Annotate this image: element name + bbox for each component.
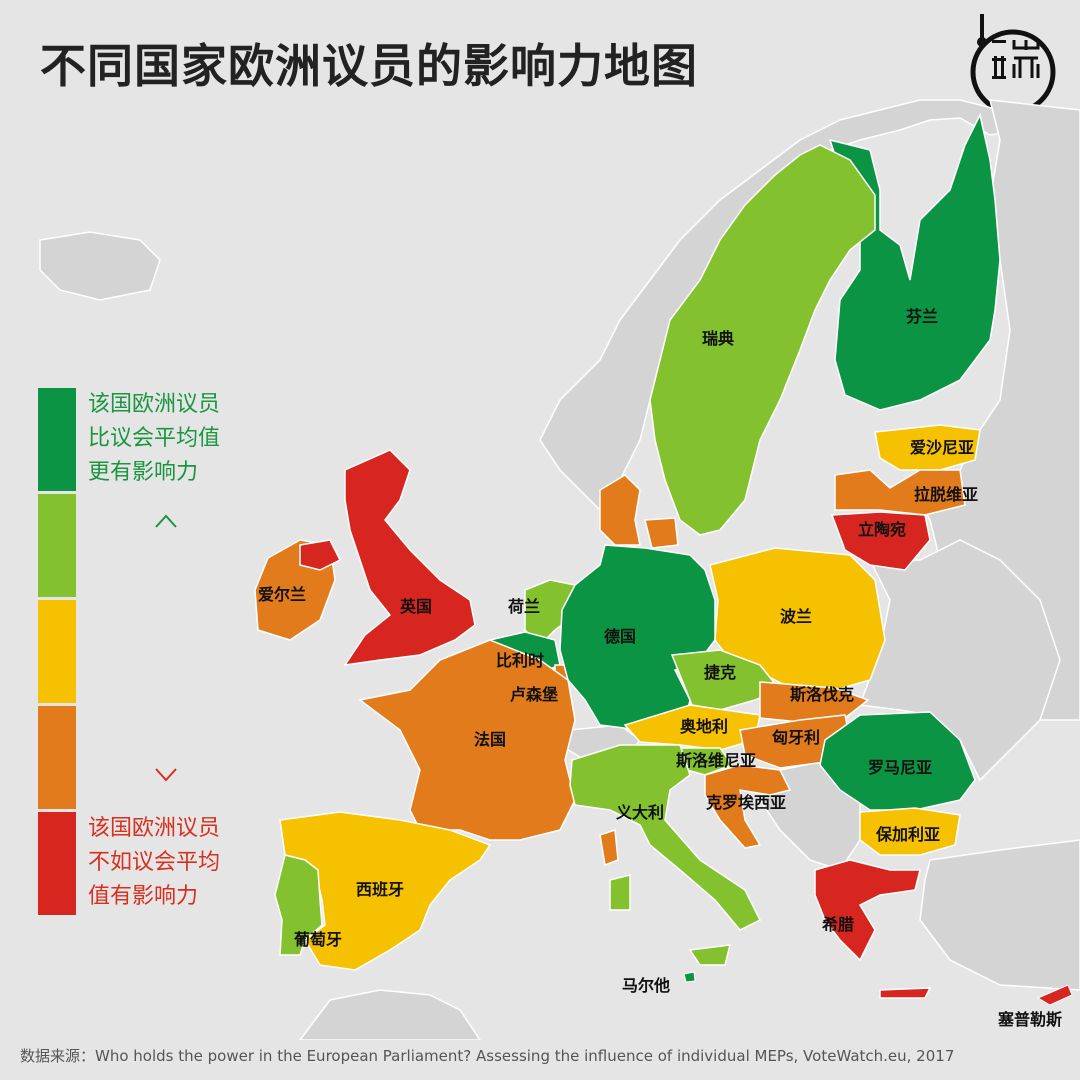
label-malta: 马尔他 [622,976,670,995]
label-netherlands: 荷兰 [508,597,540,616]
bulgaria-shape[interactable] [859,807,961,856]
finland-shape[interactable] [828,112,1001,411]
croatia-shape[interactable] [704,764,792,849]
denmark-shape[interactable] [599,474,679,549]
label-slovenia: 斯洛维尼亚 [676,751,756,770]
label-greece: 希腊 [822,915,854,934]
label-hungary: 匈牙利 [771,728,820,747]
duan-media-logo [970,14,1056,112]
uk-shape[interactable] [299,449,476,666]
legend-more-influential-text: 该国欧洲议员 比议会平均值 更有影响力 [88,392,221,485]
label-italy: 义大利 [616,803,664,822]
eu-countries [254,112,1073,1006]
legend-swatch-2 [38,494,76,597]
label-estonia: 爱沙尼亚 [910,438,974,457]
turkey-land [919,839,1080,991]
label-ireland: 爱尔兰 [258,585,306,604]
lithuania-shape[interactable] [830,511,931,571]
sweden-shape[interactable] [649,144,876,536]
africa-land [299,989,481,1040]
greece-shape[interactable] [814,859,932,999]
label-belgium: 比利时 [496,651,544,670]
label-poland: 波兰 [780,607,812,626]
label-cyprus: 塞普勒斯 [998,1010,1062,1029]
legend-swatch-5 [38,812,76,915]
label-czech: 捷克 [704,663,736,682]
label-uk: 英国 [399,597,432,616]
label-germany: 德国 [604,627,636,646]
non-eu-land [39,99,1080,1040]
iceland-land [39,231,161,301]
estonia-shape[interactable] [874,424,981,471]
label-france: 法国 [474,730,506,749]
label-croatia: 克罗埃西亚 [706,793,786,812]
europe-map: 芬兰 瑞典 爱沙尼亚 拉脱维亚 立陶宛 爱尔兰 英国 荷兰 比利时 卢森堡 德国… [39,99,1080,1040]
romania-shape[interactable] [819,711,976,811]
label-bulgaria: 保加利亚 [875,825,940,844]
double-arrow-icon [155,514,177,782]
label-slovakia: 斯洛伐克 [790,685,854,704]
legend: 该国欧洲议员 比议会平均值 更有影响力 该国欧洲议员 不如议会平均 值有影响力 [38,388,278,915]
legend-swatch-1 [38,388,76,491]
legend-swatch-4 [38,706,76,809]
portugal-shape[interactable] [274,854,323,956]
label-luxembourg: 卢森堡 [510,685,558,704]
austria-shape[interactable] [623,704,761,751]
label-sweden: 瑞典 [702,329,734,348]
latvia-shape[interactable] [834,469,966,516]
label-portugal: 葡萄牙 [293,930,342,949]
label-finland: 芬兰 [905,307,938,326]
label-lithuania: 立陶宛 [858,520,906,539]
source-note: 数据来源：Who holds the power in the European… [20,1047,955,1065]
label-romania: 罗马尼亚 [868,758,932,777]
italy-shape[interactable] [569,744,762,966]
legend-less-influential-text: 该国欧洲议员 不如议会平均 值有影响力 [88,816,221,909]
malta-shape[interactable] [683,971,696,983]
country-labels: 芬兰 瑞典 爱沙尼亚 拉脱维亚 立陶宛 爱尔兰 英国 荷兰 比利时 卢森堡 德国… [258,307,1062,1029]
france-shape[interactable] [358,639,619,867]
label-spain: 西班牙 [356,880,404,899]
cyprus-shape[interactable] [1036,984,1073,1006]
label-austria: 奥地利 [680,717,728,736]
legend-swatch-3 [38,600,76,703]
label-latvia: 拉脱维亚 [914,485,978,504]
map-title: 不同国家欧洲议员的影响力地图 [40,39,698,93]
